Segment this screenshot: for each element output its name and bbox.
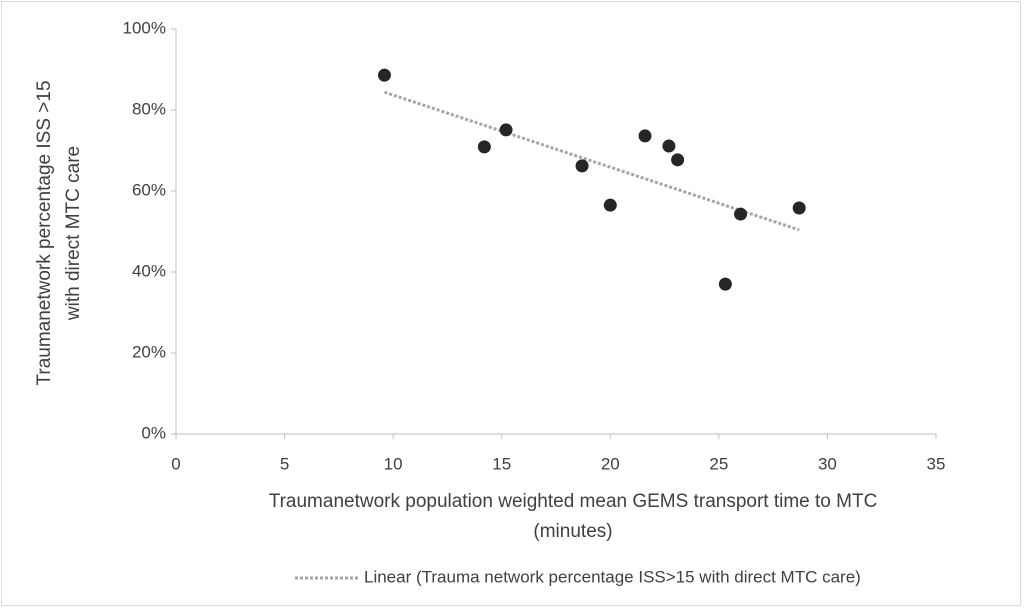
x-tick-label: 15	[492, 454, 511, 473]
y-axis-label: Traumanetwork percentage ISS >15	[34, 80, 55, 385]
point	[662, 139, 676, 153]
x-tick-label: 20	[601, 454, 620, 473]
y-tick-label: 60%	[132, 180, 166, 199]
point	[638, 129, 652, 143]
x-tick-label: 0	[171, 454, 180, 473]
y-axis-label: with direct MTC care	[63, 146, 84, 321]
y-tick-label: 80%	[132, 99, 166, 118]
legend-label: Linear (Trauma network percentage ISS>15…	[364, 567, 861, 586]
point	[377, 68, 391, 82]
y-tick-label: 0%	[141, 423, 166, 442]
trendline	[383, 90, 800, 232]
y-tick-label: 20%	[132, 342, 166, 361]
point	[734, 207, 748, 221]
point	[792, 201, 806, 215]
point	[499, 123, 513, 137]
x-axis-label: (minutes)	[533, 521, 612, 542]
point	[671, 153, 685, 167]
x-axis-label: Traumanetwork population weighted mean G…	[269, 491, 878, 512]
point	[718, 277, 732, 291]
x-tick-label: 35	[927, 454, 946, 473]
y-tick-label: 100%	[123, 18, 166, 37]
point	[477, 140, 491, 154]
y-tick-label: 40%	[132, 261, 166, 280]
point	[575, 159, 589, 173]
x-tick-label: 25	[709, 454, 728, 473]
point	[603, 198, 617, 212]
x-tick-label: 30	[818, 454, 837, 473]
x-tick-label: 10	[384, 454, 403, 473]
x-tick-label: 5	[280, 454, 289, 473]
